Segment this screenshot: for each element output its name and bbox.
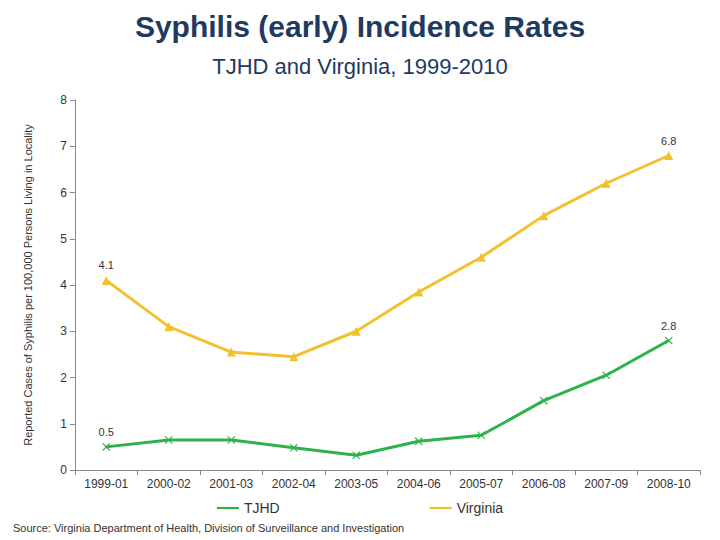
svg-text:2002-04: 2002-04: [272, 477, 316, 491]
svg-text:2005-07: 2005-07: [459, 477, 503, 491]
svg-text:TJHD and Virginia, 1999-2010: TJHD and Virginia, 1999-2010: [212, 54, 508, 79]
svg-text:2008-10: 2008-10: [647, 477, 691, 491]
svg-text:4.1: 4.1: [99, 259, 114, 271]
svg-text:2004-06: 2004-06: [397, 477, 441, 491]
svg-text:1999-01: 1999-01: [84, 477, 128, 491]
svg-text:6: 6: [60, 186, 67, 200]
svg-text:TJHD: TJHD: [244, 500, 280, 516]
svg-text:Syphilis (early) Incidence Rat: Syphilis (early) Incidence Rates: [135, 10, 585, 43]
svg-text:1: 1: [60, 417, 67, 431]
svg-text:Source: Virginia Department of: Source: Virginia Department of Health, D…: [13, 522, 404, 534]
svg-text:2.8: 2.8: [661, 320, 676, 332]
svg-text:2003-05: 2003-05: [334, 477, 378, 491]
svg-text:Reported Cases of Syphilis per: Reported Cases of Syphilis per 100,000 P…: [22, 124, 34, 446]
svg-text:2001-03: 2001-03: [209, 477, 253, 491]
svg-text:2: 2: [60, 371, 67, 385]
svg-text:5: 5: [60, 232, 67, 246]
svg-text:3: 3: [60, 324, 67, 338]
svg-text:7: 7: [60, 139, 67, 153]
svg-text:2006-08: 2006-08: [522, 477, 566, 491]
svg-text:0: 0: [60, 463, 67, 477]
svg-text:2000-02: 2000-02: [147, 477, 191, 491]
svg-text:8: 8: [60, 93, 67, 107]
svg-text:6.8: 6.8: [661, 135, 676, 147]
svg-text:Virginia: Virginia: [457, 500, 504, 516]
svg-text:2007-09: 2007-09: [584, 477, 628, 491]
svg-text:4: 4: [60, 278, 67, 292]
svg-text:0.5: 0.5: [99, 426, 114, 438]
